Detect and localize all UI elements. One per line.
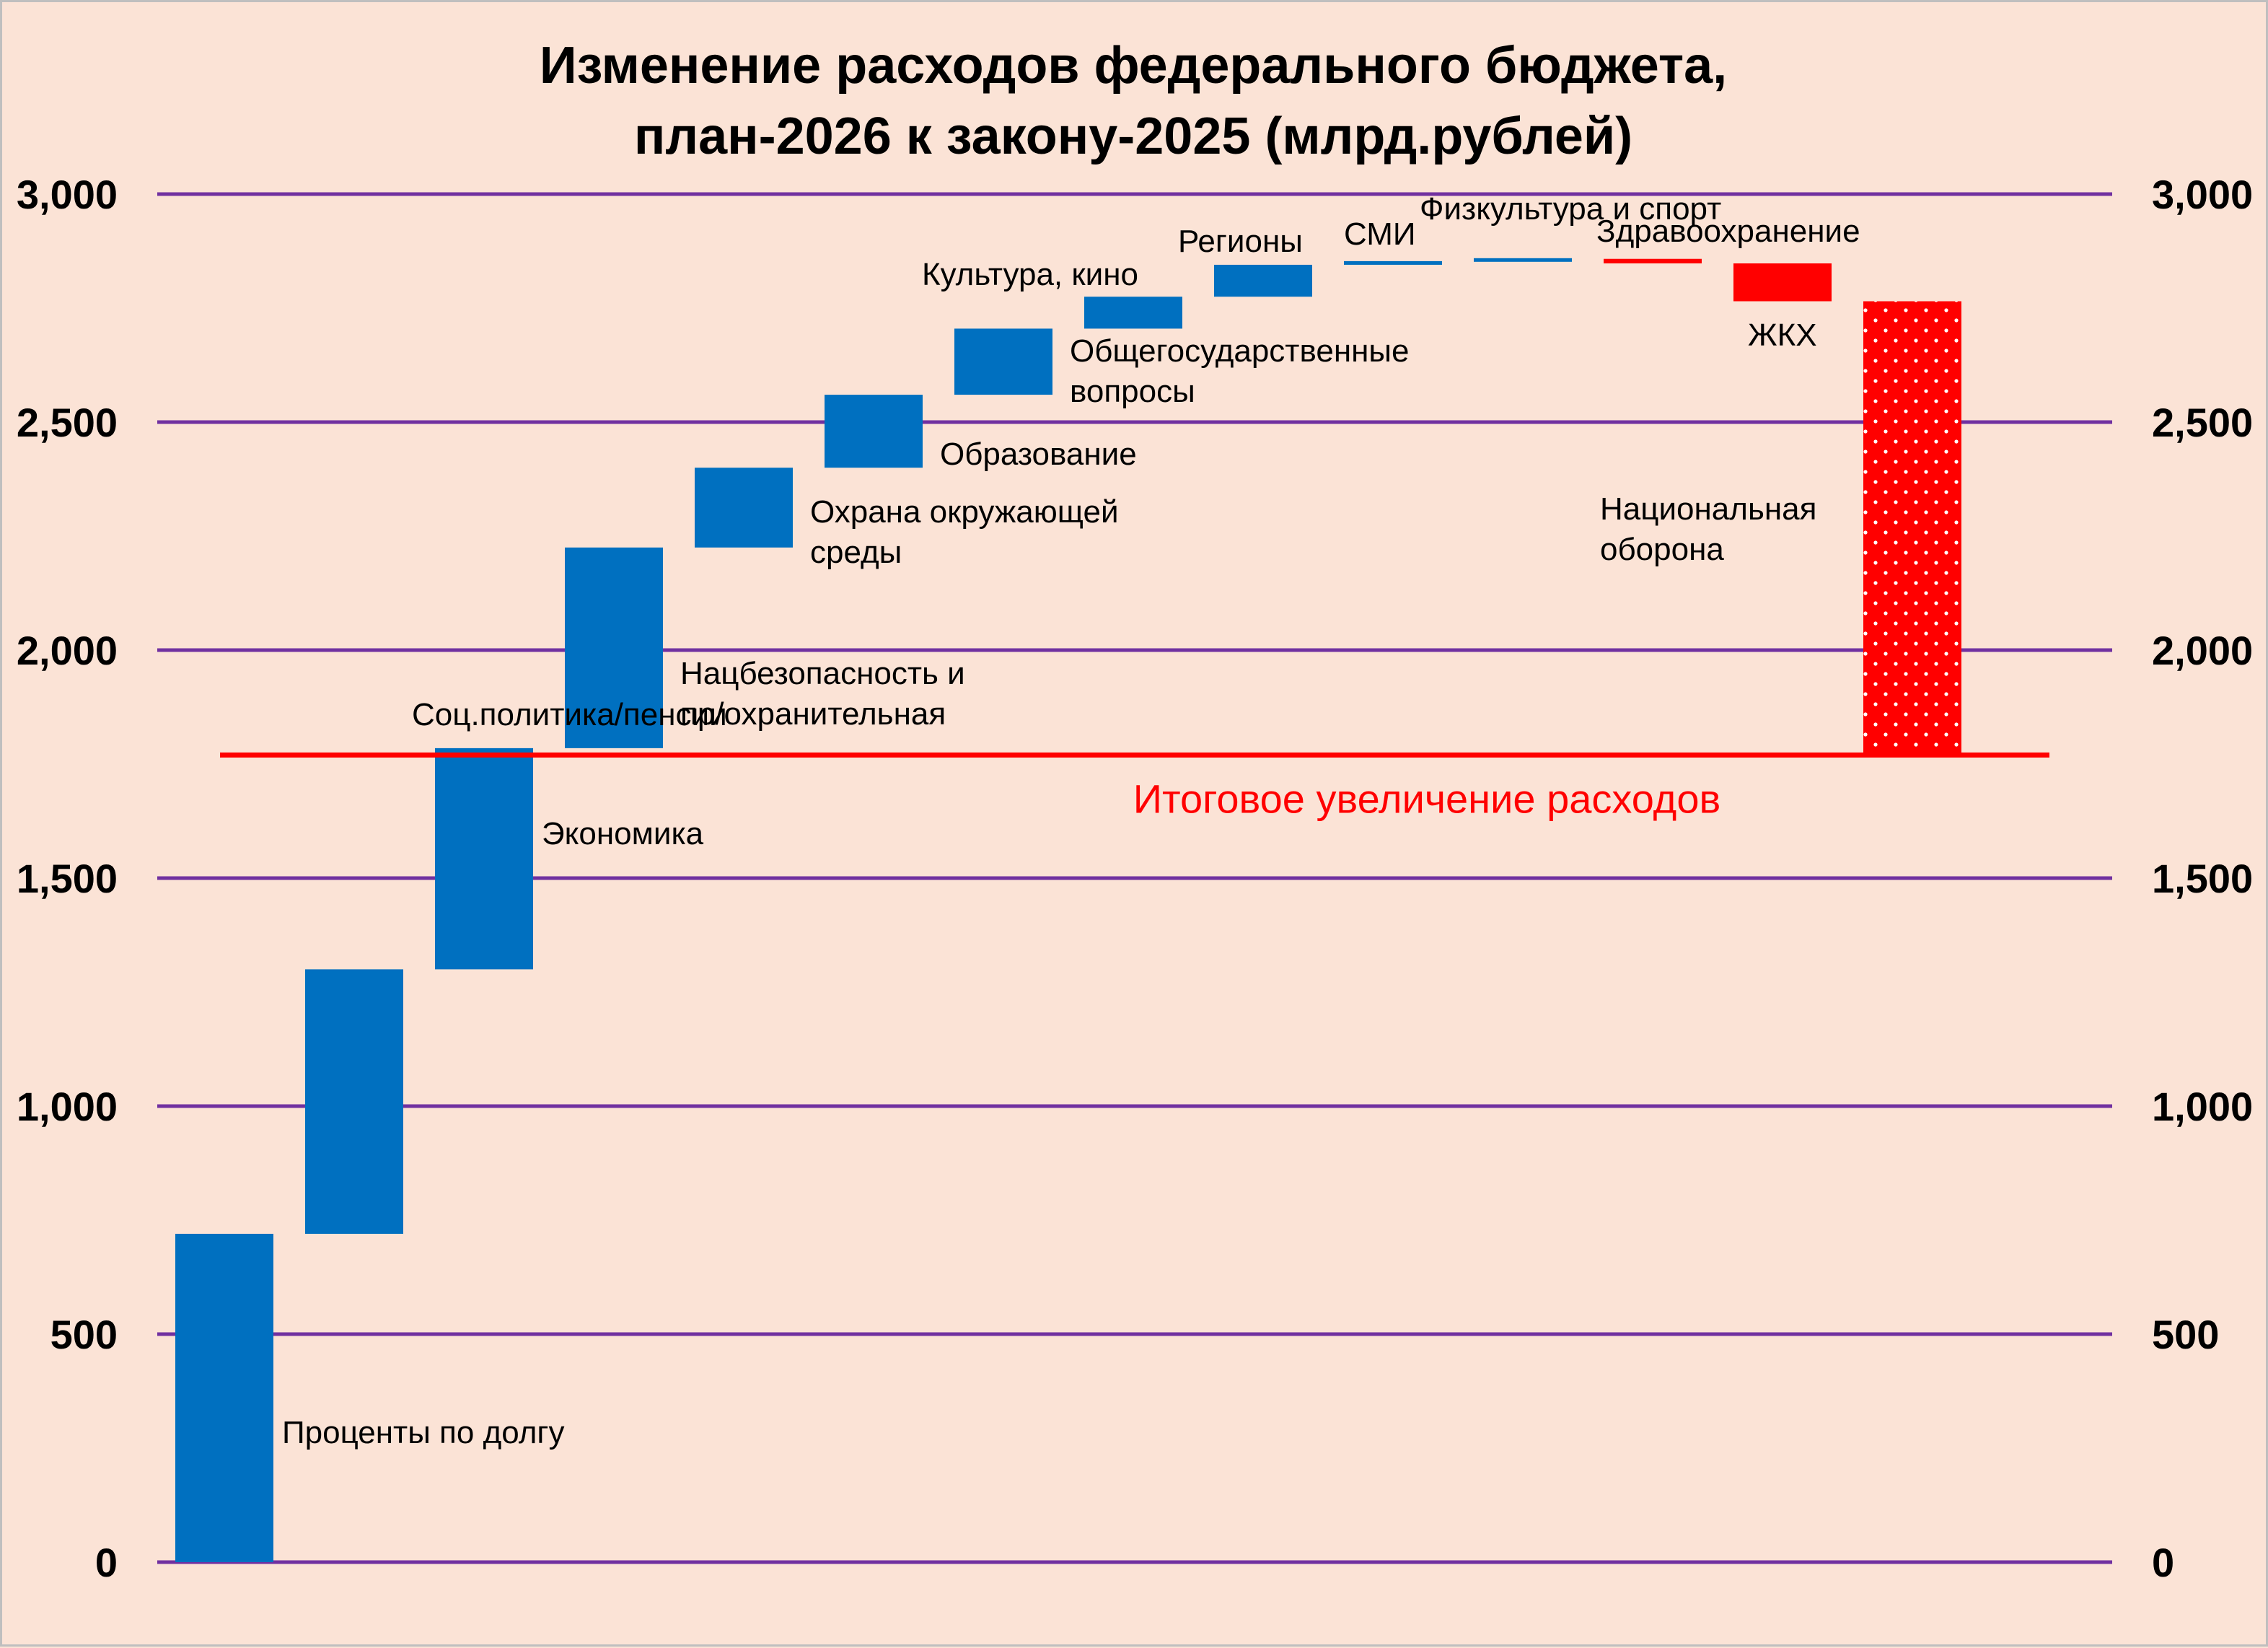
bar-label: среды [810, 535, 902, 570]
bars [175, 258, 1961, 1562]
y-tick-label-right: 1,000 [2152, 1084, 2253, 1129]
bar-label: СМИ [1344, 216, 1416, 252]
waterfall-bar [1733, 263, 1832, 302]
chart-title-line-1: Изменение расходов федерального бюджета, [540, 37, 1727, 95]
bar-label: Нацбезопасность и [680, 656, 965, 691]
bar-label: Физкультура и спорт [1420, 191, 1721, 227]
y-tick-label-left: 0 [95, 1540, 118, 1585]
bar-labels: Проценты по долгу Соц.политика/пенсии Экон… [282, 191, 1860, 1450]
y-tick-label-right: 2,000 [2152, 628, 2253, 673]
y-tick-label-right: 3,000 [2152, 172, 2253, 217]
bar-label: Здравоохранение [1596, 214, 1860, 249]
bar-label: оборона [1600, 532, 1724, 567]
y-tick-label-left: 2,000 [17, 628, 118, 673]
bar-label: пр/охранительная [680, 696, 946, 732]
bar-label: Проценты по долгу [282, 1415, 564, 1450]
bar-label: Образование [940, 437, 1137, 472]
waterfall-bar [435, 748, 533, 970]
y-tick-label-right: 0 [2152, 1540, 2174, 1585]
waterfall-bar [1344, 260, 1442, 265]
total-label: Итоговое увеличение расходов [1133, 776, 1720, 821]
bar-label: Соц.политика/пенсии [412, 697, 727, 732]
y-tick-label-left: 1,000 [17, 1084, 118, 1129]
y-tick-label-left: 500 [50, 1312, 118, 1357]
bar-label: Экономика [542, 816, 704, 851]
total-group: Итоговое увеличение расходов [220, 752, 2049, 821]
y-tick-label-left: 1,500 [17, 856, 118, 901]
bar-label: Национальная [1600, 491, 1816, 527]
y-axis-right: 0 500 1,000 1,500 2,000 2,500 3,000 [2152, 172, 2253, 1585]
waterfall-bar [1214, 264, 1312, 297]
bar-label: ЖКХ [1748, 317, 1817, 353]
bar-label: Культура, кино [922, 257, 1138, 292]
waterfall-bar [1604, 258, 1702, 264]
y-tick-label-left: 3,000 [17, 172, 118, 217]
waterfall-bar [175, 1233, 273, 1562]
chart-title: Изменение расходов федерального бюджета,… [540, 37, 1727, 165]
waterfall-bar [1084, 297, 1182, 329]
bar-label: Регионы [1178, 224, 1303, 259]
waterfall-bar [1863, 301, 1961, 755]
waterfall-bar [565, 547, 663, 748]
waterfall-bar [305, 969, 403, 1234]
bar-label: вопросы [1070, 374, 1195, 409]
bar-label: Охрана окружающей [810, 494, 1119, 530]
y-axis-left: 0 500 1,000 1,500 2,000 2,500 3,000 [17, 172, 118, 1585]
y-tick-label-right: 500 [2152, 1312, 2219, 1357]
y-tick-label-right: 2,500 [2152, 400, 2253, 445]
y-tick-label-left: 2,500 [17, 400, 118, 445]
waterfall-bar [695, 468, 793, 548]
waterfall-bar [1474, 258, 1572, 262]
waterfall-bar [954, 328, 1052, 395]
bar-label: Общегосударственные [1070, 333, 1410, 369]
chart-title-line-2: план-2026 к закону-2025 (млрд.рублей) [634, 108, 1632, 165]
y-tick-label-right: 1,500 [2152, 856, 2253, 901]
waterfall-bar [825, 395, 923, 468]
